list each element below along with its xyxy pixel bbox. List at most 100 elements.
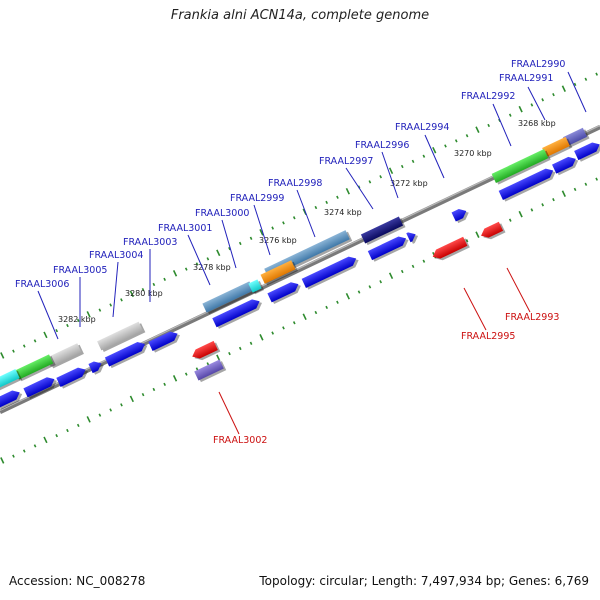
cds-forward[interactable]	[406, 229, 420, 244]
minor-tick	[411, 264, 415, 268]
minor-tick	[271, 331, 275, 335]
gene-box-cog[interactable]	[14, 354, 56, 382]
cds-forward[interactable]	[574, 139, 600, 162]
gene-label-forward[interactable]: FRAAL2997	[319, 156, 373, 210]
gene-box-cog[interactable]	[542, 136, 573, 159]
minor-tick	[595, 72, 599, 76]
gene-label-forward[interactable]: FRAAL3001	[158, 223, 212, 286]
minor-tick	[238, 346, 242, 351]
gene-label-text: FRAAL2999	[230, 193, 284, 204]
minor-tick	[454, 139, 458, 143]
lower-tick-track	[0, 177, 599, 464]
major-tick	[518, 210, 523, 218]
cds-forward[interactable]	[0, 387, 24, 410]
cds-reverse[interactable]	[479, 221, 506, 242]
gene-label-forward[interactable]: FRAAL2992	[461, 91, 515, 147]
major-tick	[129, 290, 134, 298]
minor-tick	[98, 413, 102, 417]
cds-forward[interactable]	[552, 154, 580, 176]
gene-box-cog[interactable]	[46, 343, 84, 370]
gene-box-cog[interactable]	[97, 321, 146, 353]
gene-label-forward[interactable]: FRAAL2991	[499, 73, 553, 121]
gene-box-cog[interactable]	[202, 281, 257, 315]
major-tick	[43, 436, 48, 444]
gene-label-forward[interactable]: FRAAL3000	[195, 208, 249, 269]
minor-tick	[325, 305, 329, 310]
cds-forward[interactable]	[56, 364, 90, 389]
minor-tick	[249, 236, 253, 240]
ruler-tick-label: 3268 kbp	[518, 119, 556, 128]
gene-label-reverse[interactable]: FRAAL2995	[461, 287, 515, 342]
cds-forward[interactable]	[498, 165, 558, 202]
gene-label-forward[interactable]: FRAAL3004	[89, 250, 143, 318]
minor-tick	[411, 159, 415, 163]
cds-forward[interactable]	[104, 339, 150, 369]
minor-tick	[487, 123, 491, 128]
gene-box-cog[interactable]	[562, 127, 590, 148]
gene-box-cog[interactable]	[194, 359, 227, 383]
gene-label-forward[interactable]: FRAAL3005	[53, 265, 107, 327]
gene-label-reverse[interactable]: FRAAL2993	[505, 267, 559, 323]
cds-reverse[interactable]	[190, 340, 221, 363]
cds-forward[interactable]	[23, 374, 59, 400]
gene-box-cog[interactable]	[0, 368, 23, 393]
gene-label-text: FRAAL3000	[195, 208, 249, 219]
gene-label-text: FRAAL3001	[158, 223, 212, 234]
minor-tick	[109, 408, 113, 412]
minor-tick	[508, 218, 512, 222]
gene-box-cog[interactable]	[491, 148, 551, 185]
map-title: Frankia alni ACN14a, complete genome	[170, 8, 430, 23]
cds-forward[interactable]	[451, 206, 471, 224]
upper-tick-track	[0, 72, 599, 359]
major-tick	[43, 331, 48, 339]
gene-label-forward[interactable]: FRAAL3003	[123, 237, 177, 302]
cds-forward[interactable]	[301, 253, 361, 290]
cds-forward[interactable]	[367, 233, 411, 262]
major-tick	[345, 187, 350, 195]
minor-tick	[541, 98, 545, 102]
major-tick	[388, 167, 394, 175]
gene-label-forward[interactable]: FRAAL2998	[268, 178, 322, 238]
gene-box-cog[interactable]	[260, 260, 298, 287]
cds-reverse[interactable]	[431, 236, 470, 263]
cds-forward[interactable]	[148, 328, 182, 353]
minor-tick	[228, 351, 231, 356]
minor-tick	[206, 257, 210, 261]
gene-label-reverse[interactable]: FRAAL3002	[213, 391, 267, 446]
major-tick	[345, 292, 350, 300]
minor-tick	[573, 82, 577, 87]
cds-forward[interactable]	[267, 279, 303, 305]
minor-tick	[379, 280, 383, 284]
minor-tick	[584, 77, 588, 81]
minor-tick	[228, 246, 231, 251]
minor-tick	[422, 154, 426, 158]
gene-label-text: FRAAL3002	[213, 435, 267, 446]
minor-tick	[368, 180, 372, 184]
gene-label-forward[interactable]: FRAAL2990	[511, 59, 587, 113]
major-tick	[0, 457, 5, 464]
minor-tick	[595, 177, 599, 181]
minor-tick	[66, 428, 69, 433]
ruler-tick-label: 3280 kbp	[125, 289, 163, 298]
gene-box-cog[interactable]	[248, 279, 265, 295]
gene-label-text: FRAAL2990	[511, 59, 565, 70]
minor-tick	[98, 308, 102, 312]
minor-tick	[66, 323, 69, 328]
gene-box-cog[interactable]	[360, 216, 406, 246]
gene-label-forward[interactable]: FRAAL2994	[395, 122, 449, 179]
minor-tick	[152, 282, 156, 287]
cds-forward[interactable]	[212, 296, 264, 329]
gene-label-forward[interactable]: FRAAL2999	[230, 193, 284, 256]
major-tick	[172, 375, 178, 382]
minor-tick	[76, 423, 80, 428]
gene-label-forward[interactable]: FRAAL2996	[355, 140, 409, 199]
minor-tick	[141, 392, 145, 397]
major-tick	[302, 313, 307, 321]
minor-tick	[238, 241, 242, 246]
cds-forward[interactable]	[88, 358, 106, 375]
gene-label-forward[interactable]: FRAAL3006	[15, 279, 69, 340]
minor-tick	[12, 454, 15, 458]
minor-tick	[444, 144, 447, 148]
gene-label-text: FRAAL2991	[499, 73, 553, 84]
minor-tick	[368, 285, 372, 289]
